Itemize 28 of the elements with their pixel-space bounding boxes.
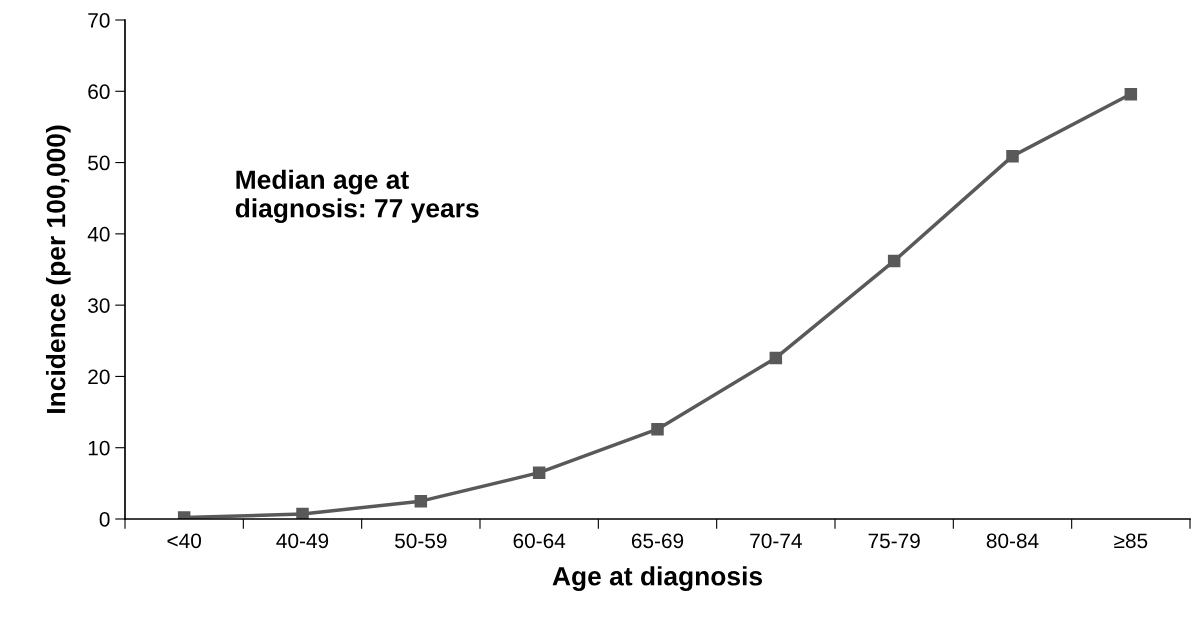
point xyxy=(1006,149,1019,163)
y-tick-label: 70 xyxy=(88,13,110,28)
y-tick-label: 10 xyxy=(88,440,110,456)
y-tick-label: 0 xyxy=(99,512,110,527)
point xyxy=(296,507,309,519)
annotation: Median age at diagnosis: 77 years xyxy=(235,169,479,223)
point xyxy=(769,351,783,365)
x-tick-label: 40-49 xyxy=(276,533,329,549)
y-axis-title: Incidence (per 100,000) xyxy=(45,125,71,413)
point xyxy=(887,254,901,268)
point xyxy=(532,466,546,479)
x-tick-label: 60-64 xyxy=(513,533,566,549)
x-tick-label: 50-59 xyxy=(395,533,447,549)
y-tick-label: 60 xyxy=(88,84,110,100)
point xyxy=(1124,87,1138,101)
y-tick-label: 30 xyxy=(88,298,110,313)
point xyxy=(651,422,664,436)
y-tick-label: 50 xyxy=(88,155,110,171)
x-tick-label: <40 xyxy=(167,533,202,549)
y-tick-label: 40 xyxy=(87,226,110,242)
x-tick-label: ≥85 xyxy=(1114,533,1148,549)
x-tick-label: 80-84 xyxy=(986,533,1039,549)
x-axis-title: Age at diagnosis xyxy=(552,566,762,591)
x-tick-label: 75-79 xyxy=(868,533,920,549)
x-tick-label: 70-74 xyxy=(750,533,802,549)
y-tick-label: 20 xyxy=(88,369,110,385)
point xyxy=(414,494,428,508)
x-tick-label: 65-69 xyxy=(631,533,684,549)
